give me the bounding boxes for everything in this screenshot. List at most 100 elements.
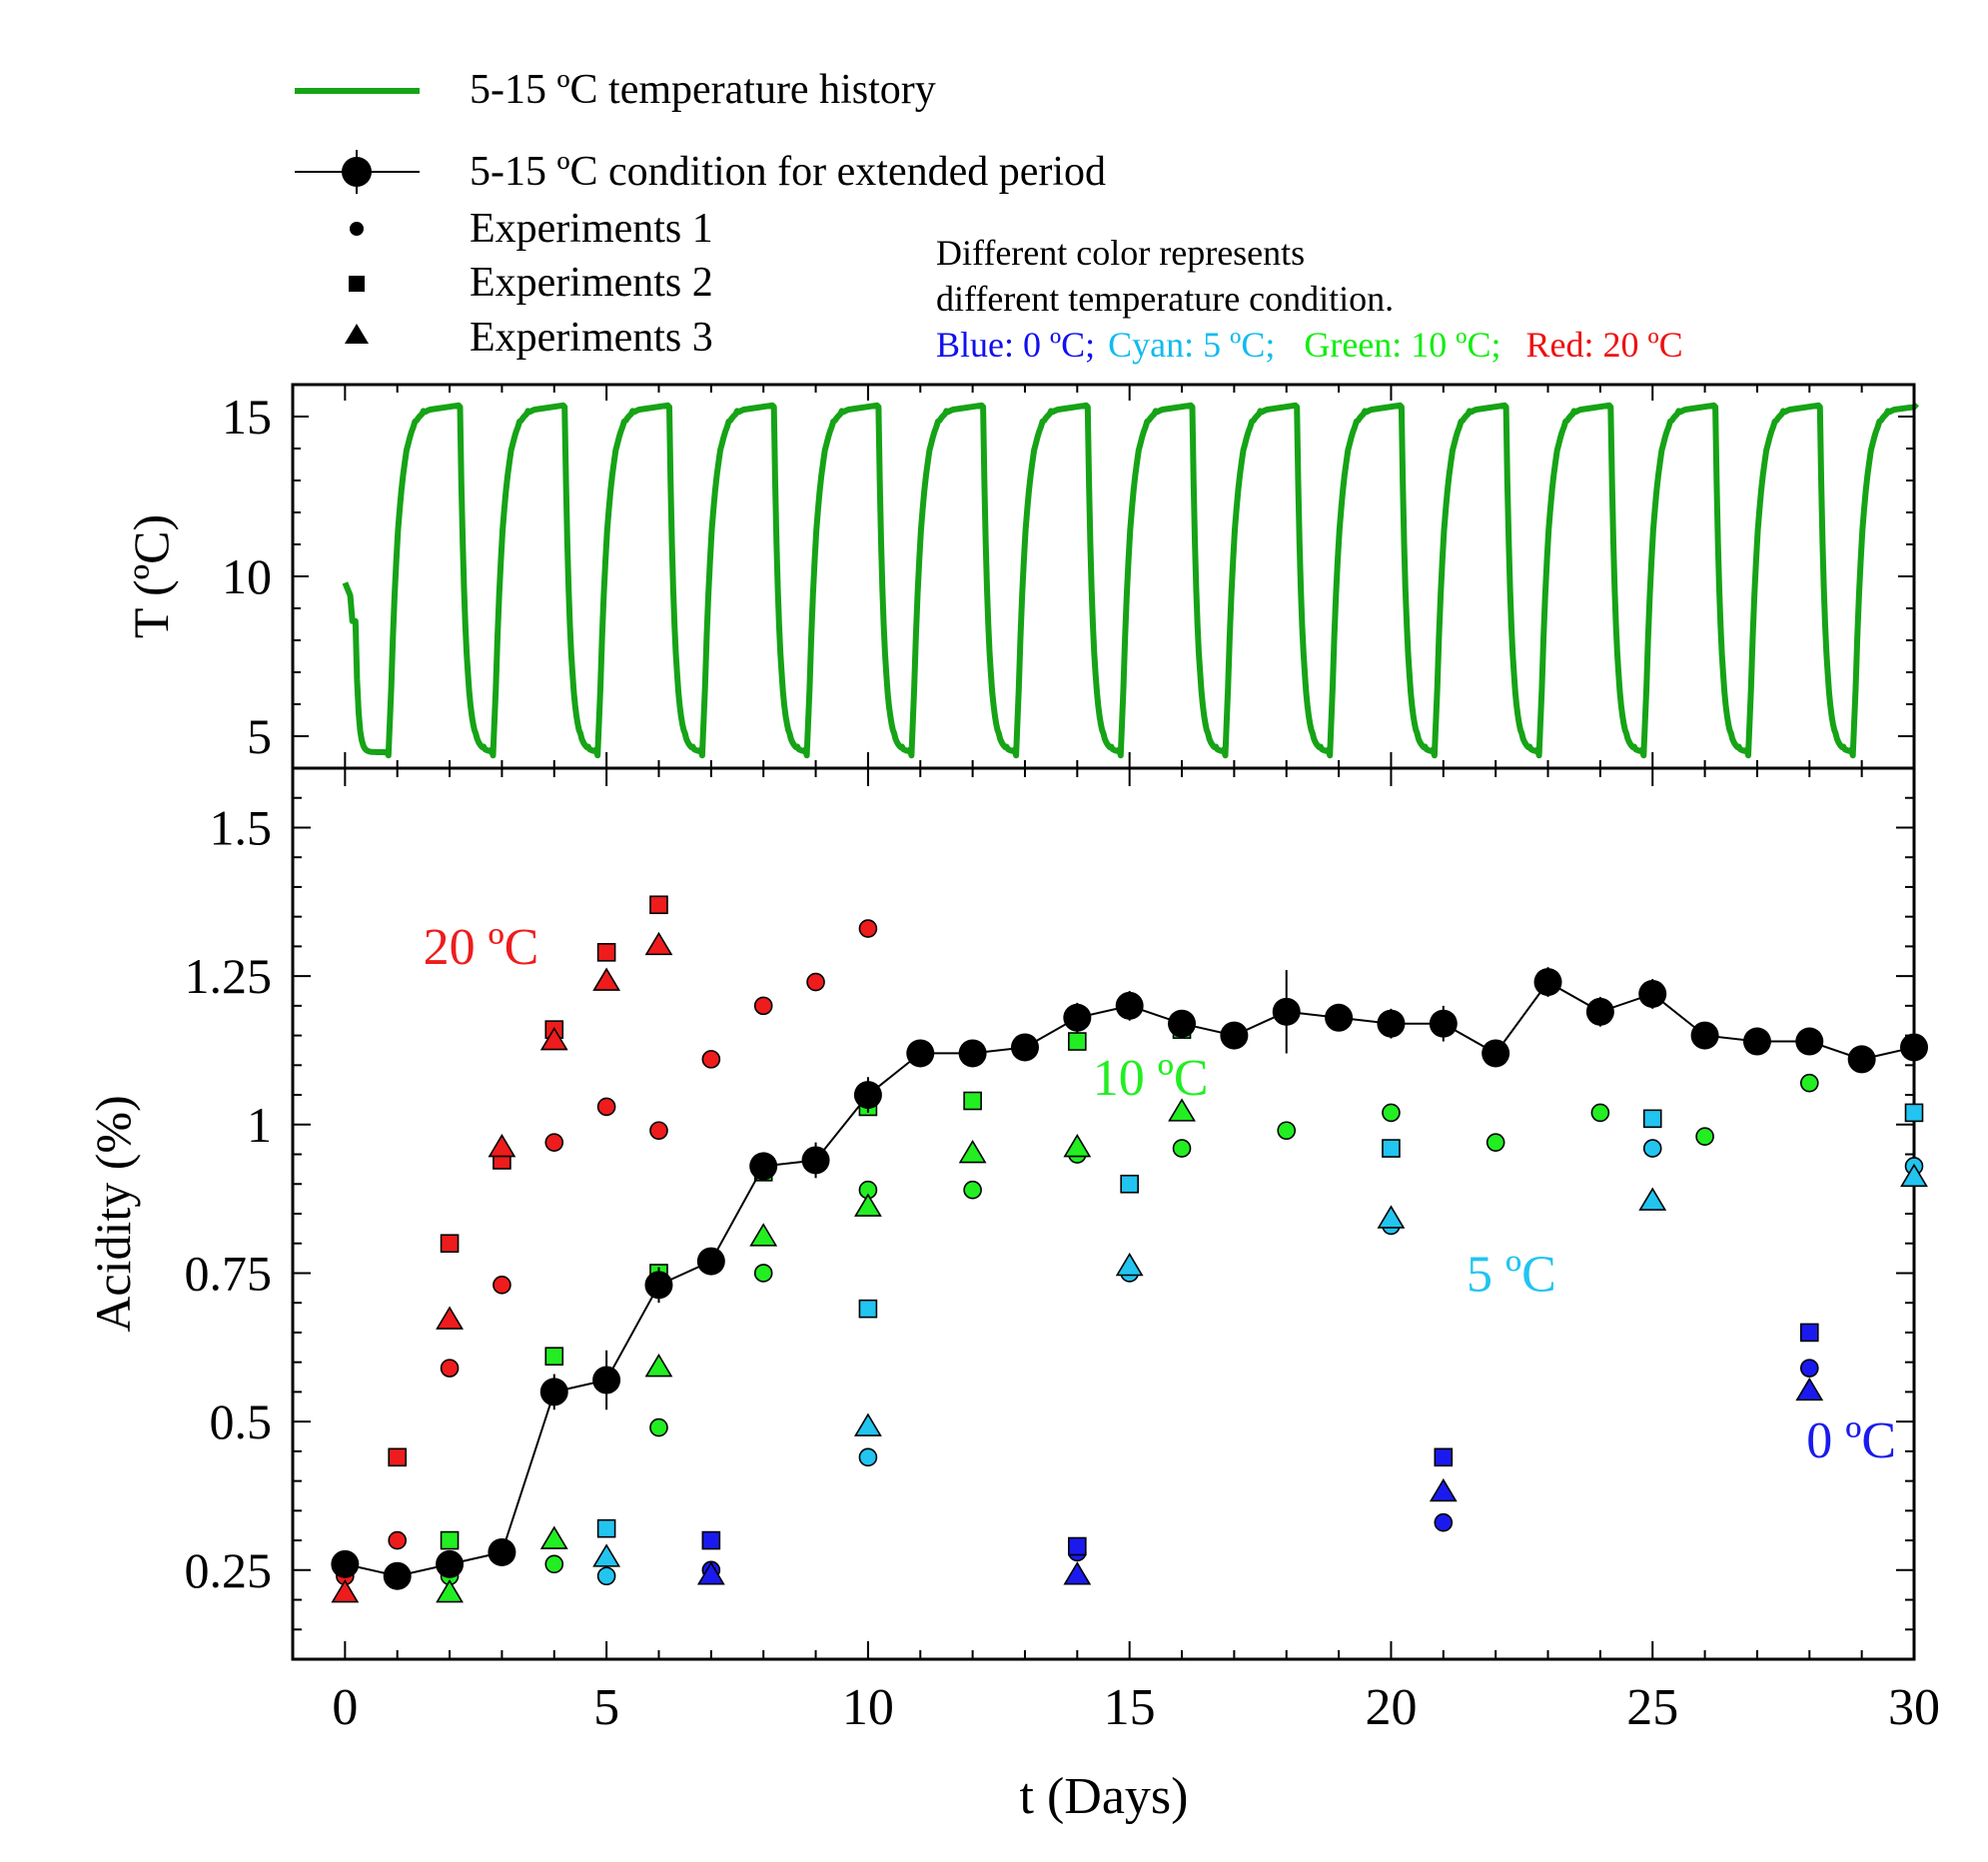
experiments-3-point [1900, 1163, 1928, 1188]
extended-period-point [1325, 1003, 1354, 1032]
experiments-3-point [1115, 1252, 1144, 1277]
experiments-1-point [858, 919, 878, 938]
experiments-1-point [440, 1359, 460, 1378]
legend: 5-15 ºC temperature history 5-15 ºC cond… [295, 67, 1106, 361]
acidity-panel-frame [291, 766, 1916, 1661]
experiments-2-point [1068, 1032, 1087, 1051]
time-x-tick-label: 5 [593, 1679, 619, 1736]
acidity-y-tick-label: 1.25 [185, 948, 273, 1004]
legend-label-experiments-3: Experiments 3 [470, 315, 713, 361]
experiments-3-point [1168, 1098, 1196, 1122]
experiments-2-point [596, 943, 616, 962]
experiments-1-point [544, 1133, 564, 1152]
experiments-1-point [753, 996, 773, 1016]
experiments-1-point [753, 1264, 773, 1283]
legend-label-experiments-1: Experiments 1 [470, 206, 713, 252]
experiments-3-point [1063, 1134, 1092, 1158]
acidity-y-tick-label: 1.5 [210, 799, 273, 855]
experiments-2-point [1382, 1139, 1401, 1158]
color-note-line-2: different temperature condition. [936, 279, 1394, 319]
extended-period-point [1010, 1033, 1039, 1062]
extended-period-point [1272, 997, 1301, 1026]
experiments-3-point [749, 1223, 778, 1247]
legend-marker-experiments-2 [349, 276, 365, 292]
experiments-1-point [806, 972, 825, 992]
experiments-2-point [1120, 1174, 1139, 1194]
experiments-3-point [592, 967, 621, 991]
extended-period-point [539, 1378, 568, 1406]
experiments-1-point [1590, 1103, 1610, 1123]
experiments-2-point [1799, 1323, 1819, 1343]
experiments-2-point [1642, 1109, 1662, 1129]
legend-label-temperature-history: 5-15 ºC temperature history [470, 67, 936, 113]
time-x-tick-label: 20 [1365, 1679, 1417, 1736]
experiments-2-point [1068, 1536, 1087, 1556]
experiments-2-point [440, 1530, 460, 1550]
extended-period-point [958, 1039, 987, 1068]
experiments-1-point [1172, 1139, 1192, 1158]
legend-label-experiments-2: Experiments 2 [470, 260, 713, 306]
acidity-annotations: 20 ºC 10 ºC 5 ºC 0 ºC [424, 919, 1897, 1469]
temperature-annotation: 20 ºC [424, 919, 539, 976]
experiments-3-point [958, 1139, 987, 1164]
experiments-1-point [596, 1566, 616, 1586]
experiments-2-point [388, 1447, 408, 1467]
experiments-3-point [331, 1579, 360, 1603]
experiments-2-point [1904, 1103, 1924, 1123]
experiments-1-point [858, 1447, 878, 1467]
color-note-green: Green: 10 ºC; [1304, 325, 1500, 365]
experiments-3-point [1429, 1477, 1458, 1502]
extended-period-point [331, 1549, 360, 1578]
extended-period-point [1900, 1033, 1928, 1062]
temperature-panel: 5 10 15 T (ºC) [123, 383, 1919, 770]
extended-period-point [1115, 991, 1144, 1020]
experiments-2-point [701, 1530, 721, 1550]
extended-period-point [1690, 1021, 1719, 1050]
acidity-axis-label: Acidity (%) [85, 1095, 141, 1332]
temperature-panel-ticks: 5 10 15 [222, 384, 1915, 769]
experiments-2-point [596, 1518, 616, 1538]
experiments-1-point [388, 1530, 408, 1550]
acidity-y-tick-label: 0.75 [185, 1245, 273, 1301]
experiments-3-point [436, 1579, 464, 1603]
color-note-cyan: Cyan: 5 ºC; [1108, 325, 1275, 365]
legend-marker-experiments-1 [350, 222, 364, 236]
time-x-tick-label: 10 [842, 1679, 894, 1736]
extended-period-point [696, 1247, 725, 1276]
temperature-y-tick-label: 10 [222, 548, 272, 604]
extended-period-point [383, 1561, 412, 1590]
experiments-1-point [1434, 1512, 1454, 1532]
temperature-y-tick-label: 5 [247, 708, 272, 764]
extended-period-point [1533, 968, 1562, 997]
acidity-y-tick-label: 1 [247, 1097, 272, 1153]
experiments-1-point [1642, 1139, 1662, 1158]
legend-label-extended-period: 5-15 ºC condition for extended period [470, 149, 1106, 195]
acidity-panel-ticks: 0.25 0.5 0.75 1 1.25 1.5 0 5 10 15 20 25 30 [185, 768, 1940, 1736]
time-x-tick-label: 25 [1626, 1679, 1678, 1736]
acidity-y-tick-label: 0.25 [185, 1542, 273, 1598]
extended-period-point [1168, 1009, 1197, 1038]
extended-period-point [853, 1081, 882, 1110]
experiments-3-point [644, 931, 673, 956]
extended-period-point [436, 1549, 465, 1578]
extended-period-point [1847, 1045, 1876, 1074]
extended-period-point [906, 1039, 935, 1068]
extended-period-point [1742, 1027, 1771, 1056]
legend-marker-extended-period [342, 157, 372, 187]
time-x-tick-label: 15 [1104, 1679, 1156, 1736]
temperature-y-tick-label: 15 [222, 389, 272, 445]
experiments-2-point [440, 1234, 460, 1254]
acidity-panel: 0.25 0.5 0.75 1 1.25 1.5 0 5 10 15 20 25 30 20 ºC 10 … [85, 766, 1940, 1825]
experiments-3-point [696, 1561, 725, 1585]
experiments-1-point [1382, 1103, 1401, 1123]
experiments-1-point [1799, 1359, 1819, 1378]
time-x-tick-label: 0 [332, 1679, 358, 1736]
experiments-1-point [701, 1050, 721, 1069]
extended-period-point [1585, 997, 1614, 1026]
experiments-1-point [544, 1554, 564, 1574]
experiments-2-point [858, 1299, 878, 1319]
experiments-3-point [592, 1543, 621, 1567]
extended-period-point [1220, 1021, 1249, 1050]
experiments-1-point [963, 1180, 982, 1200]
